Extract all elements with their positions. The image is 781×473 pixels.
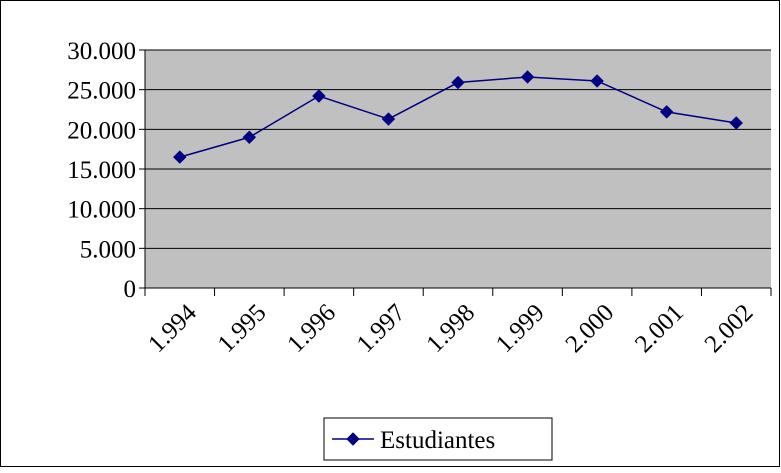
data-point (451, 75, 465, 90)
y-tick-label: 30.000 (67, 38, 136, 65)
data-point (242, 130, 257, 144)
series (173, 70, 743, 164)
gridlines (145, 49, 771, 249)
data-point (590, 74, 604, 88)
y-tick-label: 5.000 (80, 236, 136, 263)
legend-swatch-marker (346, 432, 360, 446)
y-tick-label: 25.000 (67, 78, 136, 105)
y-tick-label: 0 (124, 276, 137, 303)
legend: Estudiantes (323, 417, 553, 461)
data-point (520, 70, 535, 84)
data-point (659, 105, 674, 119)
y-tick-label: 20.000 (67, 117, 136, 144)
data-point (173, 150, 187, 164)
data-point (381, 112, 396, 126)
data-point (312, 89, 326, 103)
legend-label: Estudiantes (380, 427, 495, 454)
data-point (729, 116, 743, 130)
y-tick-label: 10.000 (67, 197, 136, 224)
y-tick-label: 15.000 (67, 157, 136, 184)
